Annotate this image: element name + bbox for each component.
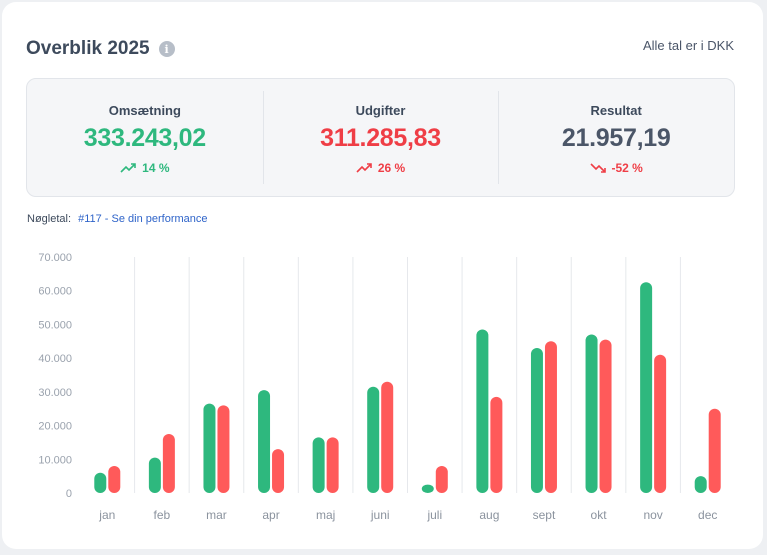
x-tick-label: maj xyxy=(316,508,335,522)
kpi-expenses: Udgifter 311.285,83 26 % xyxy=(262,79,499,196)
info-icon[interactable]: i xyxy=(158,41,175,57)
kpi-change-value: 26 % xyxy=(377,161,406,175)
income-bar xyxy=(530,348,543,493)
expense-bar xyxy=(381,381,394,493)
y-tick-label: 10.000 xyxy=(38,454,72,466)
income-bar xyxy=(203,403,216,493)
x-tick-label: apr xyxy=(262,508,279,522)
x-tick-label: dec xyxy=(698,508,717,522)
expense-bar xyxy=(599,339,612,493)
y-tick-label: 40.000 xyxy=(38,353,72,365)
income-bar xyxy=(367,386,380,493)
y-tick-label: 70.000 xyxy=(38,252,72,264)
expense-bar xyxy=(217,405,230,493)
kpi-result: Resultat 21.957,19 -52 % xyxy=(498,79,734,196)
x-tick-label: okt xyxy=(591,508,608,522)
income-bar xyxy=(585,334,598,493)
expense-bar xyxy=(544,341,557,493)
currency-note: Alle tal er i DKK xyxy=(642,38,734,53)
expense-bar xyxy=(108,466,121,493)
kpi-panel: Omsætning 333.243,02 14 % Udgifter 311.2… xyxy=(26,78,735,197)
page-title-text: Overblik 2025 xyxy=(26,38,150,59)
kpi-label: Resultat xyxy=(590,103,642,118)
x-tick-label: sept xyxy=(533,508,556,522)
income-bar xyxy=(640,282,653,493)
kpi-change: 26 % xyxy=(263,161,499,175)
expense-bar xyxy=(654,354,667,493)
page-title: Overblik 2025 i xyxy=(26,38,175,60)
kpi-change: 14 % xyxy=(27,161,263,175)
x-tick-label: aug xyxy=(479,508,499,522)
kpi-link-label: Nøgletal: xyxy=(27,213,72,225)
kpi-value: 21.957,19 xyxy=(561,124,671,152)
income-bar xyxy=(258,390,271,493)
y-tick-label: 60.000 xyxy=(38,286,72,298)
y-tick-label: 50.000 xyxy=(38,319,72,331)
income-bar xyxy=(476,329,489,493)
kpi-value: 311.285,83 xyxy=(320,124,441,152)
kpi-label: Omsætning xyxy=(108,103,181,118)
performance-link[interactable]: #117 - Se din performance xyxy=(78,213,208,225)
y-tick-label: 0 xyxy=(66,488,72,500)
y-tick-label: 20.000 xyxy=(38,421,72,433)
income-bar xyxy=(312,437,325,493)
x-tick-label: jan xyxy=(98,508,115,522)
expense-bar xyxy=(435,466,448,493)
kpi-change-value: -52 % xyxy=(611,161,643,175)
x-tick-label: feb xyxy=(154,508,171,522)
expense-bar xyxy=(162,434,175,493)
income-bar xyxy=(94,472,107,493)
trend-up-icon xyxy=(356,163,372,173)
expense-bar xyxy=(326,437,339,493)
expense-bar xyxy=(490,396,503,493)
kpi-link-row: Nøgletal: #117 - Se din performance xyxy=(27,213,208,225)
x-tick-label: juni xyxy=(370,508,390,522)
trend-up-icon xyxy=(120,163,136,173)
x-tick-label: nov xyxy=(643,508,662,522)
x-tick-label: mar xyxy=(206,508,227,522)
kpi-change: -52 % xyxy=(498,161,734,175)
trend-down-icon xyxy=(589,163,606,173)
y-tick-label: 30.000 xyxy=(38,387,72,399)
expense-bar xyxy=(272,449,285,493)
x-tick-label: juli xyxy=(426,508,442,522)
income-bar xyxy=(694,476,707,493)
income-bar xyxy=(421,484,434,493)
kpi-label: Udgifter xyxy=(355,103,406,118)
income-bar xyxy=(148,457,161,493)
kpi-revenue: Omsætning 333.243,02 14 % xyxy=(27,79,263,196)
kpi-value: 333.243,02 xyxy=(83,124,206,152)
expense-bar xyxy=(708,408,721,493)
kpi-change-value: 14 % xyxy=(142,161,170,175)
